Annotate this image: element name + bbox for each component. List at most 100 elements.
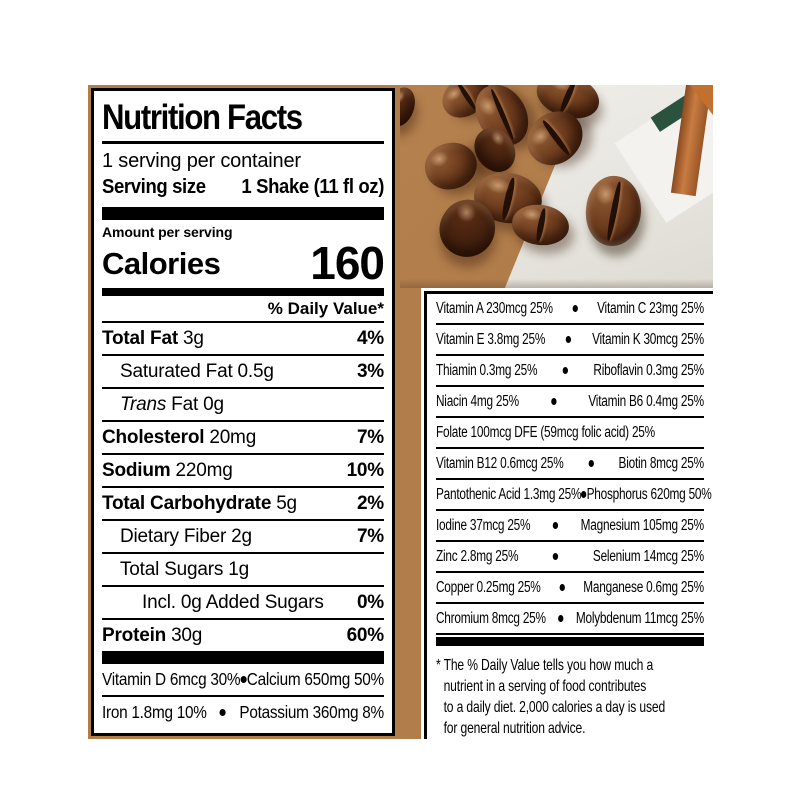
nutrient-row-total-sugars: Total Sugars 1g — [102, 554, 384, 587]
vitamin-row: Vitamin B12 0.6mcg 25% Biotin 8mcg 25% — [436, 449, 704, 480]
serving-size-label: Serving size — [102, 176, 206, 198]
servings-per-container: 1 serving per container — [102, 150, 301, 172]
nutrient-dv: 4% — [356, 327, 384, 349]
vitamin-row: Copper 0.25mg 25% Manganese 0.6mg 25% — [436, 573, 704, 604]
serving-size-value: 1 Shake (11 fl oz) — [241, 176, 385, 198]
nutrient-row-total-fat: Total Fat 3g 4% — [102, 323, 384, 356]
nutrient-row-dietary-fiber: Dietary Fiber 2g 7% — [102, 521, 384, 554]
divider-bar-thick — [102, 651, 384, 664]
bullet-icon — [562, 367, 569, 374]
vitamin-row: Zinc 2.8mg 25% Selenium 14mcg 25% — [436, 542, 704, 573]
nutrient-amount: 5g — [276, 492, 297, 514]
bullet-icon — [572, 305, 578, 312]
bullet-icon — [588, 460, 594, 467]
nutrient-name: Cholesterol — [102, 426, 205, 448]
nutrient-name: Total Fat — [102, 327, 178, 349]
nutrient-amount: 1g — [228, 558, 249, 580]
vitamins-minerals-box: Vitamin A 230mcg 25% Vitamin C 23mg 25% … — [424, 291, 713, 739]
micronutrient-right: Calcium 650mg 50% — [246, 669, 384, 689]
nutrition-facts-label: Nutrition Facts 1 serving per container … — [91, 88, 395, 736]
calories-label: Calories — [102, 246, 221, 281]
vitamin-right: Selenium 14mcg 25% — [592, 547, 704, 565]
nutrient-row-protein: Protein 30g 60% — [102, 620, 384, 651]
nutrient-amount: 220mg — [175, 459, 233, 481]
nutrient-row-sodium: Sodium 220mg 10% — [102, 455, 384, 488]
vitamin-left: Pantothenic Acid 1.3mg 25% — [436, 485, 582, 503]
vitamin-left: Vitamin B12 0.6mcg 25% — [436, 454, 564, 472]
nutrient-row-total-carbohydrate: Total Carbohydrate 5g 2% — [102, 488, 384, 521]
vitamin-right: Vitamin K 30mcg 25% — [592, 330, 704, 348]
vitamin-right: Vitamin C 23mg 25% — [597, 299, 704, 317]
vitamin-row: Thiamin 0.3mg 25% Riboflavin 0.3mg 25% — [436, 356, 704, 387]
nutrient-dv: 10% — [346, 459, 385, 481]
daily-value-footnote: * The % Daily Value tells you how much a… — [436, 655, 704, 739]
nutrient-name: Protein — [102, 624, 167, 646]
bullet-icon — [240, 676, 247, 683]
vitamin-right: Riboflavin 0.3mg 25% — [593, 361, 704, 379]
nutrient-name: Sodium — [102, 459, 171, 481]
nutrient-amount: 3g — [182, 327, 204, 349]
coffee-beans-photo — [400, 85, 713, 288]
nutrient-row-trans-fat: Trans Fat 0g — [102, 389, 384, 422]
title-rule — [102, 141, 384, 144]
vitamin-right: Vitamin B6 0.4mg 25% — [588, 392, 704, 410]
bullet-icon — [559, 584, 565, 591]
vitamin-left: Vitamin E 3.8mg 25% — [436, 330, 546, 348]
nutrient-name: Total Carbohydrate — [102, 492, 272, 514]
vitamin-left: Copper 0.25mg 25% — [436, 578, 541, 596]
vitamin-right: Magnesium 105mg 25% — [580, 516, 704, 534]
nutrient-dv: 7% — [356, 525, 384, 547]
bullet-icon — [558, 615, 564, 622]
bullet-icon — [552, 553, 559, 560]
nutrient-amount: 2g — [231, 525, 252, 547]
nutrient-amount: 0.5g — [237, 360, 274, 382]
amount-per-serving-label: Amount per serving — [102, 224, 233, 240]
footnote-asterisk: * — [436, 657, 441, 674]
vitamin-left: Zinc 2.8mg 25% — [436, 547, 519, 565]
vitamin-row: Pantothenic Acid 1.3mg 25% Phosphorus 62… — [436, 480, 712, 511]
label-panel-background: Nutrition Facts 1 serving per container … — [88, 85, 713, 739]
nutrition-facts-title: Nutrition Facts — [102, 98, 303, 137]
vitamins-minerals-panel: Vitamin A 230mcg 25% Vitamin C 23mg 25% … — [421, 288, 713, 739]
nutrient-name: Saturated Fat — [120, 360, 233, 382]
vitamin-right: Phosphorus 620mg 50% — [586, 485, 712, 503]
nutrient-dv: 0% — [356, 591, 384, 613]
vitamin-row: Vitamin E 3.8mg 25% Vitamin K 30mcg 25% — [436, 325, 704, 356]
bullet-icon — [552, 522, 559, 529]
divider-bar-medium — [102, 288, 384, 296]
calories-row: Calories 160 — [102, 240, 385, 286]
footnote-text: The % Daily Value tells you how much a n… — [443, 657, 666, 737]
bullet-icon — [550, 398, 557, 405]
vitamin-row: Chromium 8mcg 25% Molybdenum 11mcg 25% — [436, 604, 704, 635]
vitamin-left: Chromium 8mcg 25% — [436, 609, 546, 627]
nutrient-row-saturated-fat: Saturated Fat 0.5g 3% — [102, 356, 384, 389]
nutrient-row-added-sugars: Incl. 0g Added Sugars 0% — [102, 587, 384, 620]
vitamin-left: Iodine 37mcg 25% — [436, 516, 531, 534]
vitamin-row: Iodine 37mcg 25% Magnesium 105mg 25% — [436, 511, 704, 542]
nutrient-amount: 20mg — [209, 426, 257, 448]
micronutrient-left: Iron 1.8mg 10% — [102, 702, 207, 722]
nutrient-amount: 30g — [171, 624, 203, 646]
nutrient-name: Incl. 0g Added Sugars — [142, 591, 324, 613]
divider-bar-thick — [102, 207, 384, 220]
nutrient-name: Dietary Fiber — [120, 525, 227, 547]
micronutrient-right: Potassium 360mg 8% — [239, 702, 384, 722]
vitamin-left: Thiamin 0.3mg 25% — [436, 361, 538, 379]
vitamin-left: Folate 100mcg DFE (59mcg folic acid) 25% — [436, 423, 655, 441]
nutrient-dv: 3% — [356, 360, 384, 382]
nutrient-dv: 7% — [356, 426, 384, 448]
serving-size-row: Serving size 1 Shake (11 fl oz) — [102, 174, 384, 201]
vitamin-row: Niacin 4mg 25% Vitamin B6 0.4mg 25% — [436, 387, 704, 418]
bullet-icon — [581, 491, 587, 498]
micronutrient-left: Vitamin D 6mcg 30% — [102, 669, 241, 689]
nutrient-amount: Fat 0g — [171, 393, 224, 415]
vitamin-left: Niacin 4mg 25% — [436, 392, 519, 410]
vitamin-row: Vitamin A 230mcg 25% Vitamin C 23mg 25% — [436, 294, 704, 325]
nutrient-name: Total Sugars — [120, 558, 224, 580]
nutrient-name: Trans — [120, 393, 167, 415]
micronutrient-row: Vitamin D 6mcg 30% Calcium 650mg 50% — [102, 664, 384, 697]
daily-value-header: % Daily Value* — [102, 296, 384, 323]
vitamin-right: Biotin 8mcg 25% — [618, 454, 705, 472]
vitamin-right: Molybdenum 11mcg 25% — [575, 609, 704, 627]
nutrient-dv: 60% — [346, 624, 385, 646]
